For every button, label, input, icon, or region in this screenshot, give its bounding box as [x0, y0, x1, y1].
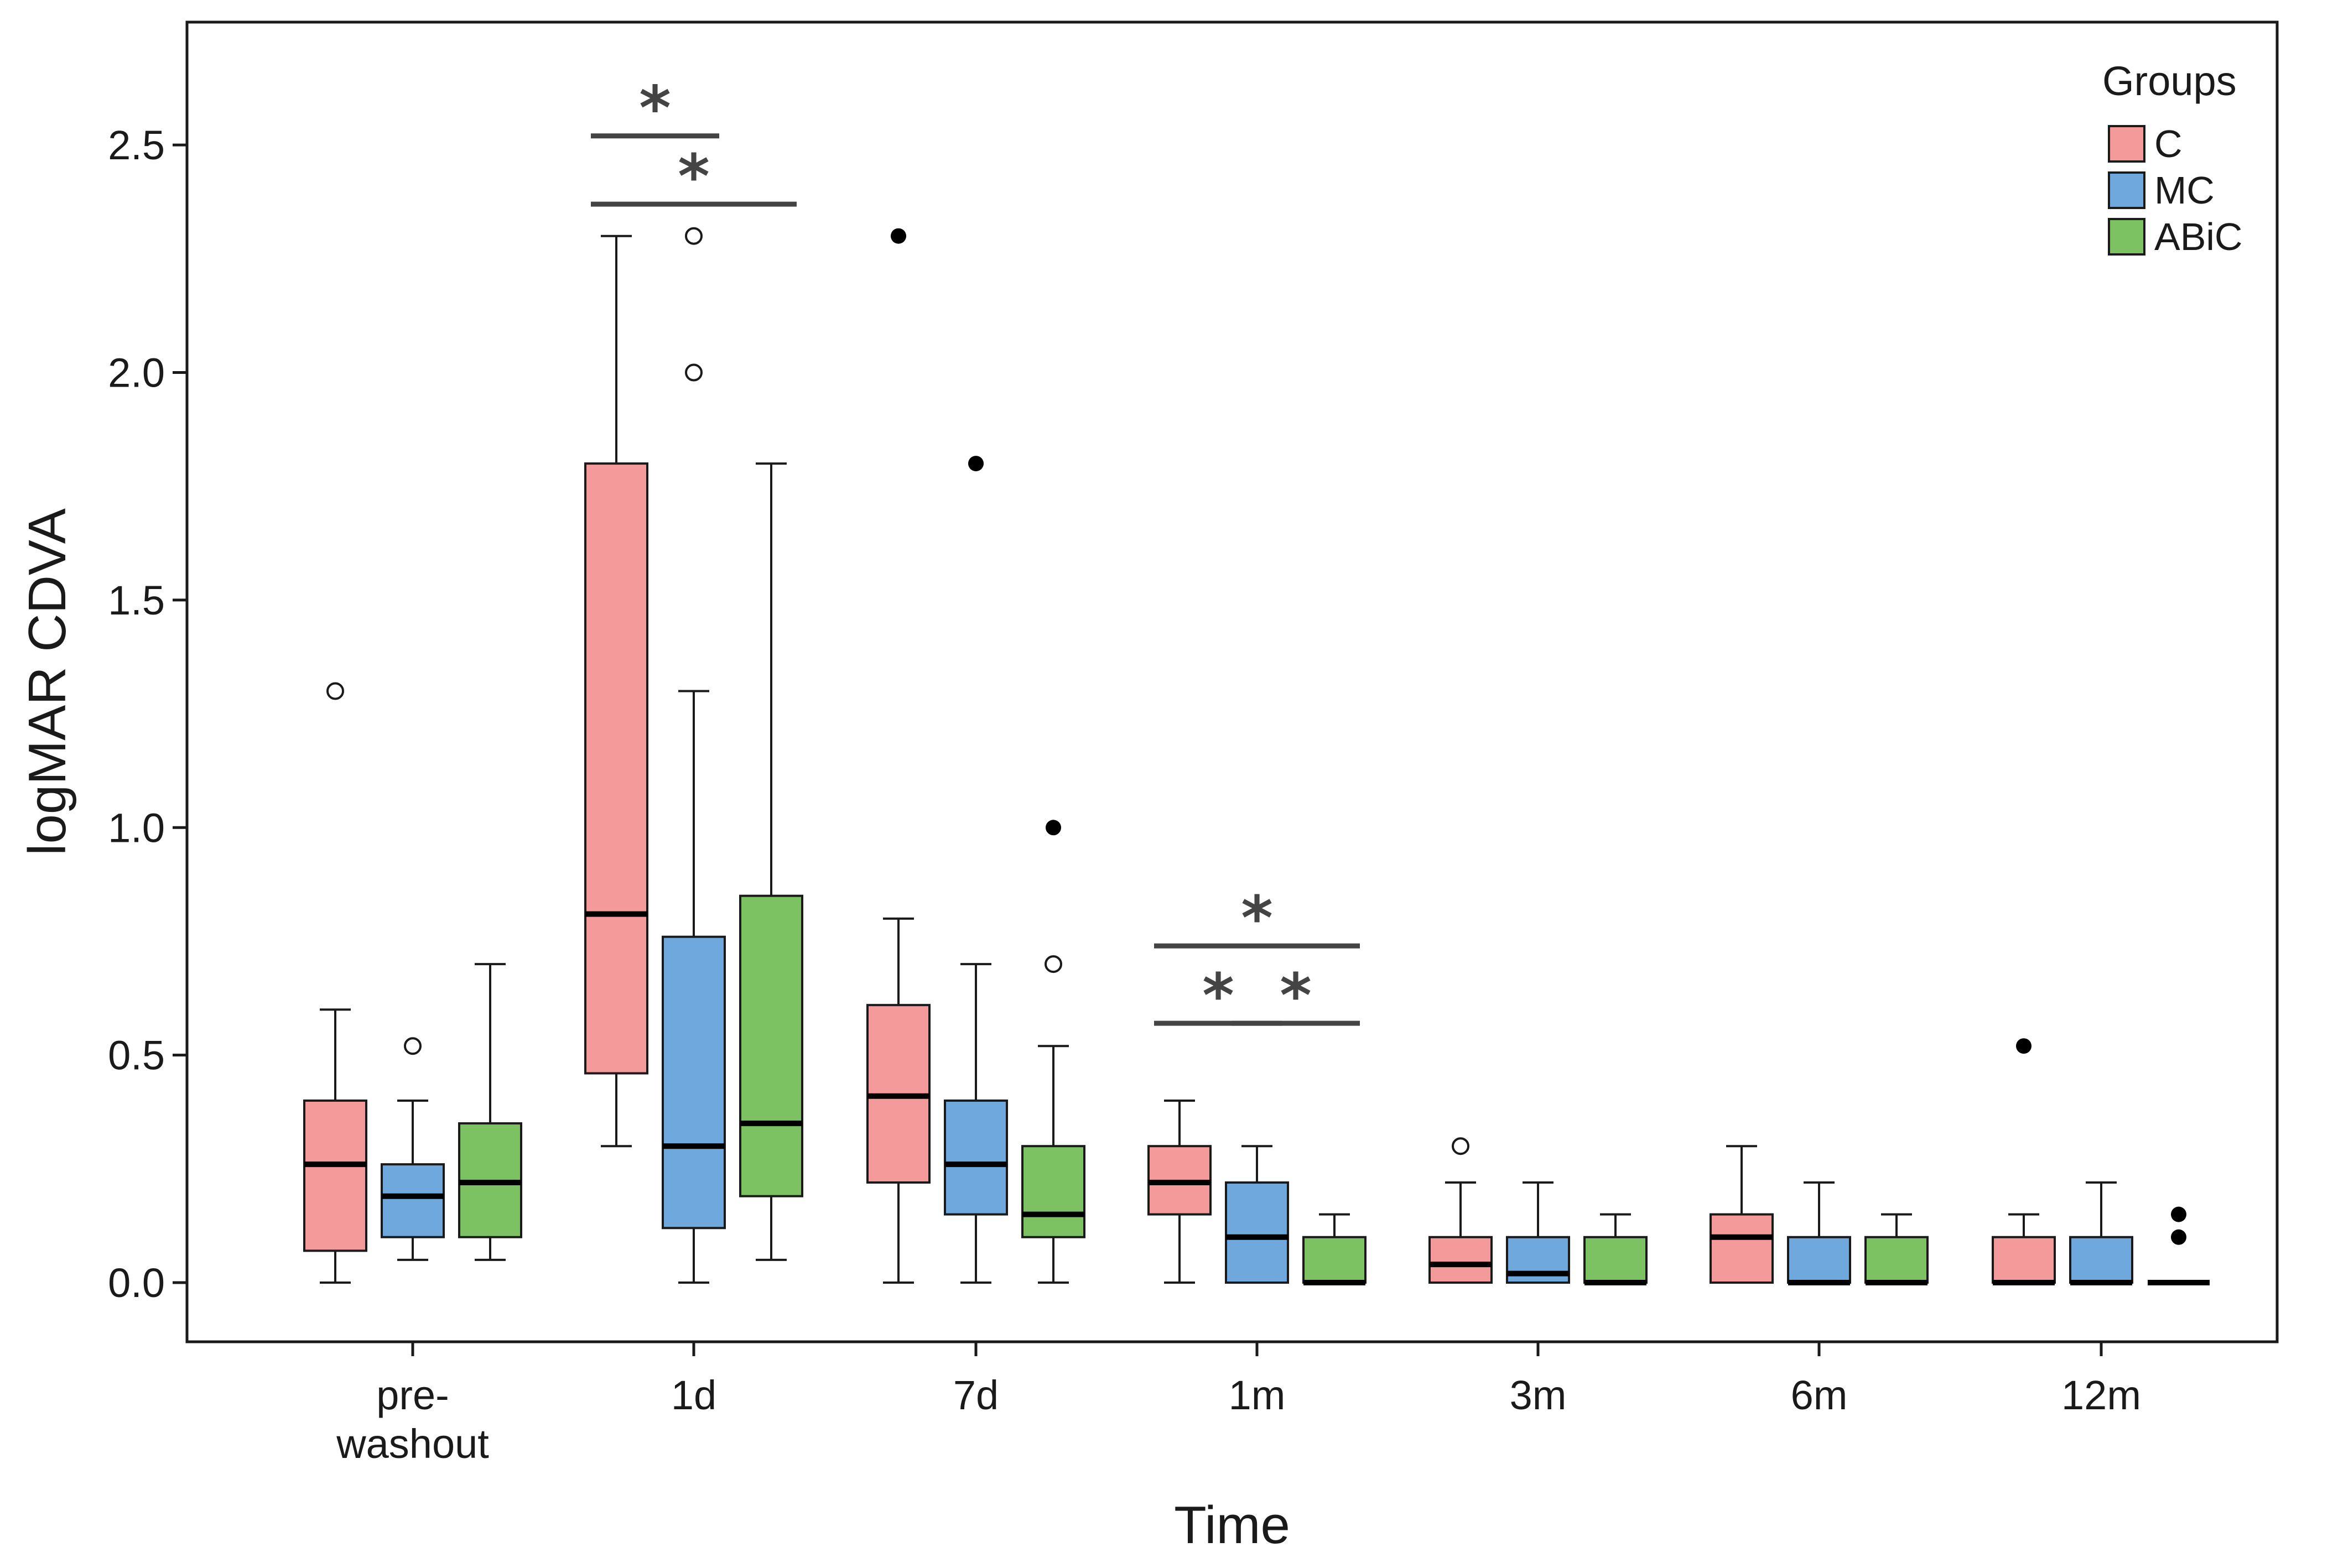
box-iqr: [2069, 1236, 2133, 1284]
box-ABiC-1: [739, 462, 803, 1261]
legend-label-ABiC: ABiC: [2154, 215, 2242, 258]
outlier-point: [685, 363, 703, 382]
x-tick-label-line: pre-: [376, 1372, 449, 1418]
box-iqr: [1428, 1236, 1493, 1284]
x-tick-label: 1d: [671, 1372, 716, 1418]
box-ABiC-4: [1583, 1213, 1648, 1286]
box-MC-3: [1225, 1145, 1289, 1284]
box-C-6: [1992, 1038, 2056, 1286]
x-tick-label: 7d: [953, 1372, 999, 1418]
box-MC-5: [1787, 1181, 1851, 1286]
x-tick-label-line: 6m: [1791, 1372, 1848, 1418]
box-ABiC-5: [1864, 1213, 1929, 1286]
outlier-point: [685, 227, 703, 245]
box-MC-4: [1506, 1181, 1570, 1284]
x-axis: pre-washout 1d 7d 1m 3m 6m 12m: [336, 1342, 2141, 1467]
box-MC-0: [381, 1037, 445, 1261]
y-tick-label: 0.0: [108, 1260, 165, 1306]
outlier-point: [1045, 955, 1062, 973]
x-tick-label: pre-washout: [336, 1372, 489, 1467]
box-iqr: [1787, 1236, 1851, 1284]
box-ABiC-3: [1302, 1213, 1367, 1286]
legend-label-MC: MC: [2154, 169, 2215, 212]
box-iqr: [1583, 1236, 1648, 1284]
box-iqr: [1992, 1236, 2056, 1284]
y-axis-title: logMAR CDVA: [18, 508, 77, 856]
outlier-point: [326, 682, 344, 700]
x-tick-label-line: 7d: [953, 1372, 999, 1418]
box-MC-1: [662, 227, 726, 1284]
box-iqr: [303, 1099, 367, 1252]
box-C-5: [1710, 1145, 1774, 1284]
extreme-point: [2171, 1229, 2186, 1245]
y-tick-label: 1.0: [108, 805, 165, 851]
legend-title: Groups: [2102, 58, 2237, 104]
significance-markers: **** *: [591, 73, 1360, 1031]
box-C-2: [866, 228, 931, 1284]
box-iqr: [381, 1163, 445, 1238]
box-ABiC-0: [458, 963, 522, 1261]
x-tick-label: 3m: [1510, 1372, 1567, 1418]
x-tick-label-line: 1m: [1229, 1372, 1286, 1418]
box-iqr: [1710, 1213, 1774, 1284]
legend-swatch-C: [2108, 125, 2145, 163]
box-iqr: [584, 462, 648, 1075]
x-axis-title: Time: [1174, 1496, 1290, 1555]
outlier-point: [404, 1037, 422, 1055]
box-iqr: [1864, 1236, 1929, 1284]
significance-star: *: [1202, 960, 1234, 1031]
x-tick-label-line: 12m: [2061, 1372, 2141, 1418]
x-tick-label-line: 1d: [671, 1372, 716, 1418]
box-C-3: [1147, 1099, 1212, 1284]
y-tick-label: 1.5: [108, 577, 165, 623]
x-tick-label: 1m: [1229, 1372, 1286, 1418]
box-C-4: [1428, 1137, 1493, 1284]
box-iqr: [739, 894, 803, 1197]
box-series: [303, 227, 2210, 1286]
legend-swatch-MC: [2108, 171, 2145, 209]
plot-frame: [185, 20, 2279, 1343]
significance-star: *: [678, 141, 710, 212]
extreme-point: [1046, 820, 1061, 836]
box-ABiC-6: [2148, 1206, 2210, 1286]
box-iqr: [1021, 1145, 1085, 1238]
legend-swatch-ABiC: [2108, 218, 2145, 256]
significance-star: *: [639, 73, 671, 144]
extreme-point: [968, 456, 984, 472]
extreme-point: [891, 228, 906, 244]
box-ABiC-2: [1021, 820, 1085, 1284]
y-tick-label: 0.5: [108, 1033, 165, 1079]
extreme-point: [2171, 1206, 2186, 1222]
legend-label-C: C: [2154, 122, 2183, 165]
y-axis: 0.0 0.5 1.0 1.5 2.0 2.5: [108, 122, 187, 1306]
box-MC-6: [2069, 1181, 2133, 1286]
x-tick-label: 12m: [2061, 1372, 2141, 1418]
extreme-point: [2016, 1038, 2032, 1054]
significance-star: *: [1241, 883, 1273, 954]
box-iqr: [944, 1099, 1008, 1216]
box-iqr: [1302, 1236, 1367, 1284]
box-iqr: [1225, 1181, 1289, 1284]
y-tick-label: 2.5: [108, 122, 165, 168]
box-C-1: [584, 235, 648, 1148]
x-tick-label: 6m: [1791, 1372, 1848, 1418]
box-MC-2: [944, 456, 1008, 1284]
outlier-point: [1452, 1137, 1469, 1155]
x-tick-label-line: 3m: [1510, 1372, 1567, 1418]
significance-star: *: [1280, 960, 1312, 1031]
box-iqr: [662, 935, 726, 1230]
box-C-0: [303, 682, 367, 1284]
y-tick-label: 2.0: [108, 350, 165, 396]
x-tick-label-line: washout: [336, 1421, 489, 1467]
